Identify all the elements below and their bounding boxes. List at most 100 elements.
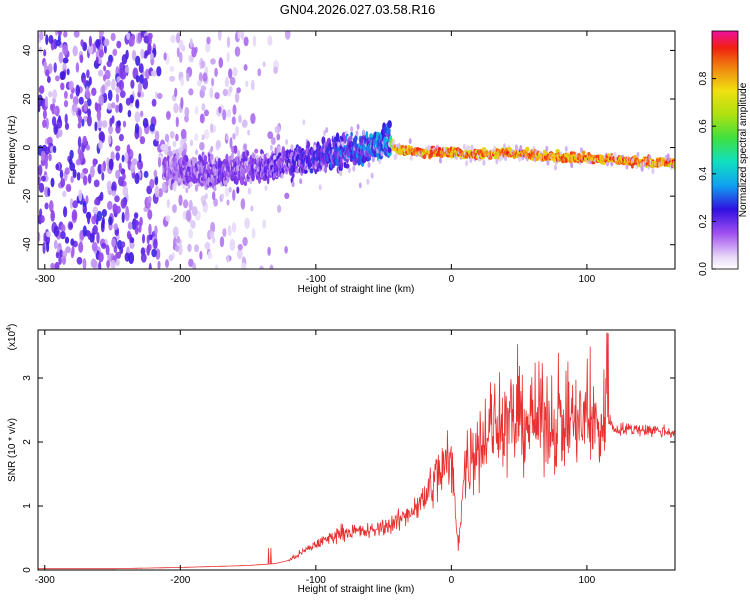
noise-blob: [92, 158, 97, 168]
y-tick-label: 1: [22, 503, 33, 509]
noise-blob: [101, 209, 107, 217]
noise-blob: [126, 144, 131, 156]
noise-blob: [49, 200, 54, 213]
halo-cell: [504, 155, 508, 162]
noise-blob: [219, 236, 225, 248]
noise-blob: [69, 198, 74, 209]
noise-blob: [64, 236, 70, 244]
snr-multiplier-close: ): [7, 324, 18, 327]
noise-blob: [48, 153, 52, 162]
noise-blob: [54, 261, 60, 269]
noise-blob: [96, 118, 103, 129]
noise-blob: [44, 96, 49, 108]
noise-blob: [118, 176, 124, 187]
noise-blob: [59, 71, 65, 81]
noise-blob: [55, 163, 60, 171]
noise-blob: [42, 109, 47, 120]
ridge-cell: [236, 186, 240, 194]
snr-panel: -300 -200 -100 0 100 0 1 2 3 Height of straight…: [6, 324, 676, 595]
noise-blob: [98, 94, 104, 107]
halo-cell: [290, 144, 294, 151]
halo-cell: [394, 153, 398, 160]
noise-blob: [188, 88, 194, 96]
ridge-cell: [254, 148, 259, 154]
noise-blob: [143, 170, 149, 178]
noise-blob: [218, 57, 224, 69]
noise-blob: [98, 261, 102, 269]
noise-blob: [199, 141, 205, 151]
noise-blob: [199, 113, 205, 124]
noise-blob: [77, 136, 82, 149]
noise-blob: [250, 79, 255, 91]
noise-blob: [87, 212, 91, 225]
noise-blob: [64, 122, 70, 130]
noise-blob: [76, 172, 81, 181]
halo-cell: [350, 126, 354, 133]
ridge-cell: [568, 153, 572, 158]
halo-cell: [514, 144, 518, 151]
halo-cell: [495, 158, 499, 165]
snr-plot-area: [38, 332, 675, 570]
ridge-cell: [555, 149, 560, 154]
y-tick-label: -40: [22, 237, 33, 252]
halo-cell: [470, 144, 474, 151]
noise-blob: [55, 251, 60, 259]
halo-cell: [546, 159, 550, 166]
y-tick-label: 40: [22, 44, 33, 56]
noise-blob: [169, 75, 176, 82]
noise-blob: [115, 251, 122, 259]
colorbar-tick-label: 0.2: [698, 214, 709, 228]
noise-blob: [82, 135, 87, 146]
halo-cell: [325, 127, 329, 133]
noise-blob: [257, 68, 262, 77]
noise-blob: [62, 190, 67, 198]
ridge-cell: [607, 153, 610, 157]
halo-cell: [185, 187, 189, 194]
noise-blob: [240, 198, 246, 210]
noise-blob: [85, 144, 91, 151]
noise-blob: [53, 239, 58, 250]
noise-blob: [114, 229, 120, 236]
noise-blob: [39, 31, 44, 41]
noise-blob: [120, 198, 127, 209]
halo-cell: [226, 199, 230, 206]
noise-blob: [234, 92, 240, 103]
noise-blob: [236, 248, 243, 260]
halo-cell: [378, 158, 382, 165]
noise-blob: [50, 177, 55, 188]
noise-blob: [163, 52, 167, 61]
noise-blob: [156, 66, 162, 77]
noise-blob: [44, 202, 49, 210]
noise-blob: [247, 187, 252, 195]
x-tick-label: -200: [170, 575, 190, 586]
halo-cell: [318, 184, 322, 191]
noise-blob: [229, 238, 236, 251]
noise-blob: [63, 206, 68, 218]
noise-blob: [86, 69, 90, 79]
ridge-cell: [252, 153, 256, 159]
noise-blob: [165, 259, 169, 268]
noise-blob: [118, 162, 122, 173]
noise-blob: [50, 210, 55, 222]
noise-blob: [70, 238, 75, 246]
halo-cell: [409, 154, 413, 161]
noise-blob: [232, 104, 237, 115]
noise-blob: [53, 225, 60, 237]
noise-blob: [108, 125, 113, 135]
noise-blob: [168, 254, 174, 262]
noise-blob: [118, 79, 124, 91]
noise-blob: [122, 185, 129, 197]
halo-cell: [210, 145, 214, 152]
noise-blob: [153, 169, 158, 178]
noise-blob: [217, 31, 222, 41]
noise-blob: [102, 74, 107, 82]
noise-blob: [126, 32, 131, 40]
noise-blob: [170, 35, 176, 44]
noise-blob: [180, 77, 185, 87]
halo-cell: [392, 139, 396, 145]
noise-blob: [111, 115, 115, 124]
noise-blob: [83, 100, 88, 112]
noise-blob: [101, 84, 106, 95]
noise-blob: [108, 216, 113, 226]
noise-blob: [151, 98, 157, 107]
